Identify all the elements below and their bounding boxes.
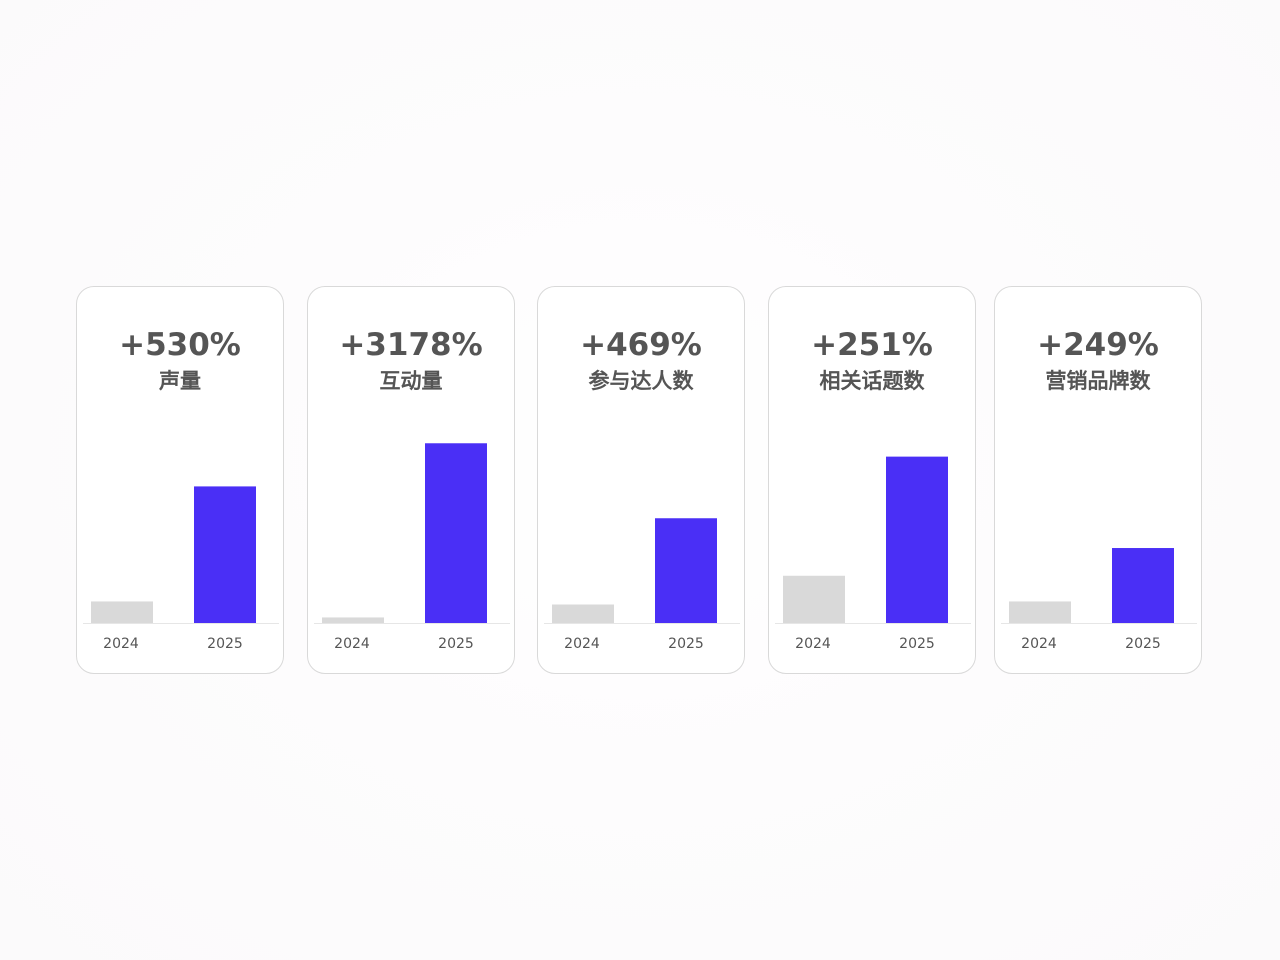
growth-percentage: +3178% [339,327,483,363]
tick-label-2024: 2024 [1021,636,1057,652]
tick-label-2024: 2024 [334,636,370,652]
metric-card-voice-volume: +530% 声量 2024 2025 [76,286,284,674]
bar-2025 [886,456,948,623]
bar-chart: 2024 2025 [775,456,971,652]
tick-label-2024: 2024 [564,636,600,652]
tick-label-2024: 2024 [795,636,831,652]
bar-2025 [655,518,717,623]
metric-card-brands: +249% 营销品牌数 2024 2025 [994,286,1202,674]
growth-percentage: +251% [811,327,933,363]
growth-percentage: +530% [119,327,241,363]
bar-chart: 2024 2025 [544,518,740,652]
tick-label-2025: 2025 [438,636,474,652]
bar-2024 [552,604,614,623]
tick-label-2025: 2025 [899,636,935,652]
bar-2025 [194,486,256,623]
metric-label: 互动量 [379,369,443,393]
bar-2024 [1009,601,1071,623]
metric-card-influencers: +469% 参与达人数 2024 2025 [537,286,745,674]
bar-2025 [425,443,487,623]
bar-chart: 2024 2025 [1001,548,1197,652]
metric-label: 营销品牌数 [1045,369,1151,393]
tick-label-2025: 2025 [207,636,243,652]
tick-label-2025: 2025 [1125,636,1161,652]
metric-label: 相关话题数 [819,369,925,393]
bar-2024 [322,617,384,623]
metric-label: 参与达人数 [588,369,694,393]
bar-chart: 2024 2025 [83,486,279,652]
metric-label: 声量 [159,369,201,393]
metric-card-topics: +251% 相关话题数 2024 2025 [768,286,976,674]
tick-label-2024: 2024 [103,636,139,652]
growth-percentage: +249% [1037,327,1159,363]
bar-2024 [91,601,153,623]
bar-2024 [783,575,845,623]
tick-label-2025: 2025 [668,636,704,652]
bar-2025 [1112,548,1174,623]
growth-percentage: +469% [580,327,702,363]
metric-card-interactions: +3178% 互动量 2024 2025 [307,286,515,674]
bar-chart: 2024 2025 [314,443,510,652]
